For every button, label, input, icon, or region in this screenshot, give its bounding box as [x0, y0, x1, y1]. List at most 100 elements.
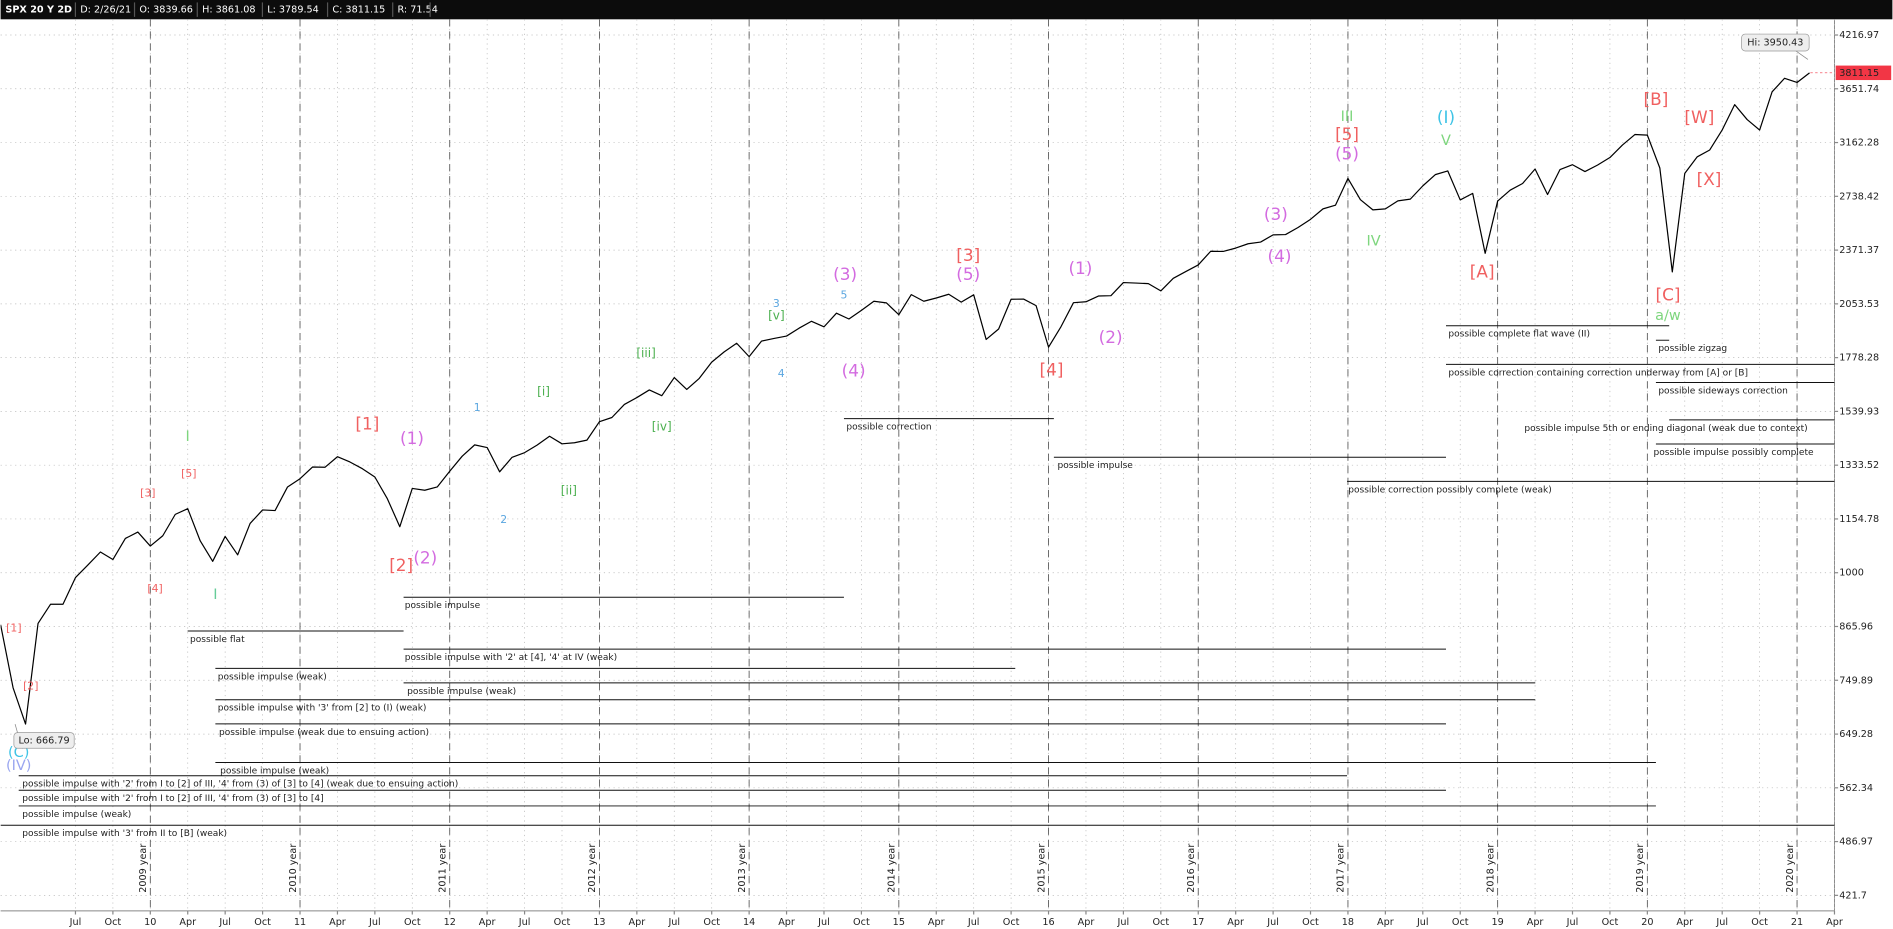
wave-label: V [1441, 133, 1451, 149]
scenario-label: possible flat [190, 635, 245, 645]
x-tick-label: 11 [294, 917, 306, 928]
y-tick-label: 562.34 [1839, 783, 1873, 794]
wave-label: [iv] [652, 420, 672, 434]
x-tick-label: Jul [69, 917, 82, 928]
x-tick-label: Apr [1377, 917, 1394, 928]
price-line [0, 72, 1810, 725]
wave-label: [ii] [561, 484, 577, 498]
high-label: Hi: 3950.43 [1747, 38, 1803, 49]
wave-label: (4) [842, 361, 866, 381]
year-label: 2011 year [437, 844, 448, 893]
scenario-label: possible impulse [1057, 461, 1133, 471]
x-tick-label: Jul [368, 917, 381, 928]
x-tick-label: Apr [179, 917, 196, 928]
x-tick-label: Jul [1416, 917, 1429, 928]
x-tick-label: Apr [479, 917, 496, 928]
wave-label: [W] [1684, 107, 1714, 127]
x-tick-label: Apr [629, 917, 646, 928]
x-tick-label: Jul [1117, 917, 1130, 928]
scenario-label: possible impulse (weak) [407, 687, 516, 697]
year-label: 2016 year [1186, 844, 1197, 893]
y-tick-label: 865.96 [1839, 621, 1873, 632]
high-connector [1795, 50, 1809, 60]
header-bar [0, 0, 1893, 20]
scenario-label: possible impulse 5th or ending diagonal … [1524, 424, 1807, 434]
y-tick-label: 649.28 [1839, 729, 1873, 740]
scenario-label: possible impulse (weak) [220, 766, 329, 776]
x-tick-label: 21 [1791, 917, 1803, 928]
scenario-label: possible impulse with '3' from [2] to (I… [218, 704, 427, 714]
x-tick-label: Jul [1566, 917, 1579, 928]
x-tick-label: Apr [1676, 917, 1693, 928]
last-price-label: 3811.15 [1839, 68, 1879, 79]
x-tick-label: Apr [1826, 917, 1843, 928]
x-tick-label: 20 [1641, 917, 1653, 928]
wave-label: [X] [1697, 169, 1722, 189]
x-tick-label: Apr [1078, 917, 1095, 928]
wave-label: [v] [768, 309, 785, 323]
scenario-label: possible complete flat wave (II) [1448, 330, 1590, 340]
y-tick-label: 1778.28 [1839, 353, 1879, 364]
x-tick-label: Apr [778, 917, 795, 928]
wave-label: [4] [147, 582, 162, 595]
y-tick-label: 1539.93 [1839, 406, 1879, 417]
wave-label: [iii] [636, 346, 655, 360]
wave-label: 2 [500, 513, 507, 526]
wave-label: 5 [840, 289, 847, 302]
x-tick-label: Oct [1602, 917, 1619, 928]
x-tick-label: Oct [1152, 917, 1169, 928]
wave-label: [2] [389, 555, 413, 575]
high: H: 3861.08 [202, 5, 255, 16]
wave-label: [4] [1040, 359, 1064, 379]
wave-label: I [213, 587, 217, 603]
wave-label: (3) [833, 264, 857, 284]
wave-label: a/w [1655, 308, 1681, 324]
x-tick-label: Oct [254, 917, 271, 928]
scenario-label: possible impulse (weak) [22, 810, 131, 820]
x-tick-label: Oct [1452, 917, 1469, 928]
scenario-label: possible impulse [405, 601, 481, 611]
wave-label: (3) [1264, 204, 1288, 224]
scenario-label: possible impulse with '2' from I to [2] … [22, 780, 458, 790]
year-label: 2010 year [288, 844, 299, 893]
x-tick-label: 12 [444, 917, 456, 928]
last-price-box [1835, 65, 1892, 81]
y-tick-label: 3162.28 [1839, 138, 1879, 149]
x-tick-label: 15 [893, 917, 905, 928]
x-tick-label: Oct [554, 917, 571, 928]
y-tick-label: 3651.74 [1839, 84, 1879, 95]
x-tick-label: Oct [105, 917, 122, 928]
year-label: 2012 year [587, 844, 598, 893]
year-label: 2019 year [1635, 844, 1646, 893]
wave-label: IV [1367, 233, 1381, 249]
wave-label: [1] [355, 414, 379, 434]
wave-label: (4) [1268, 246, 1292, 266]
year-label: 2020 year [1785, 844, 1796, 893]
scenario-label: possible impulse with '3' from II to [B]… [22, 829, 227, 839]
low-box [13, 732, 75, 749]
scenario-label: possible impulse possibly complete [1654, 448, 1815, 458]
x-tick-label: Jul [218, 917, 231, 928]
wave-label: I [185, 429, 189, 445]
open: O: 3839.66 [139, 5, 193, 16]
bar-date: D: 2/26/21 [80, 5, 131, 16]
x-tick-label: Apr [1227, 917, 1244, 928]
year-label: 2017 year [1336, 844, 1347, 893]
x-tick-label: Apr [329, 917, 346, 928]
x-tick-label: 10 [144, 917, 156, 928]
x-tick-label: Apr [928, 917, 945, 928]
wave-label: [1] [6, 622, 21, 635]
wave-label: 3 [773, 297, 780, 310]
year-label: 2018 year [1485, 844, 1496, 893]
x-tick-label: Oct [1751, 917, 1768, 928]
wave-label: [3] [956, 245, 980, 265]
wave-label: [C] [1656, 285, 1681, 305]
x-tick-label: Oct [1003, 917, 1020, 928]
close: C: 3811.15 [332, 5, 385, 16]
x-tick-label: 13 [593, 917, 605, 928]
wave-label: (I) [1437, 107, 1455, 127]
scenario-label: possible correction possibly complete (w… [1348, 485, 1552, 495]
wave-label: (2) [413, 548, 437, 568]
wave-label: [5] [1335, 124, 1359, 144]
